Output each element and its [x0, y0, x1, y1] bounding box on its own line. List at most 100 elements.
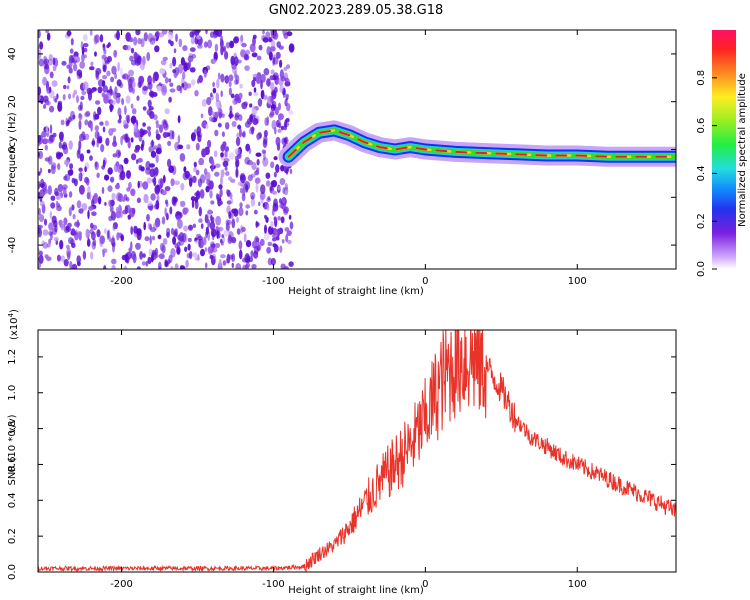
- noise-point: [177, 115, 181, 124]
- noise-point: [54, 187, 59, 197]
- noise-point: [42, 76, 48, 86]
- noise-point: [182, 45, 188, 52]
- noise-point: [183, 166, 187, 173]
- noise-point: [179, 153, 186, 162]
- noise-point: [198, 238, 201, 248]
- noise-point: [255, 220, 259, 228]
- noise-point: [142, 122, 146, 127]
- noise-point: [251, 264, 257, 269]
- noise-point: [218, 258, 222, 267]
- noise-point: [208, 106, 213, 116]
- noise-point: [220, 73, 225, 83]
- noise-point: [288, 214, 292, 220]
- noise-point: [214, 129, 219, 137]
- noise-point: [55, 195, 62, 201]
- x-tick-label: 100: [568, 579, 587, 590]
- noise-point: [271, 190, 278, 195]
- noise-point: [211, 247, 218, 253]
- noise-point: [94, 51, 97, 57]
- noise-point: [184, 170, 190, 179]
- noise-point: [188, 60, 192, 67]
- noise-point: [141, 261, 146, 266]
- noise-point: [170, 266, 174, 269]
- noise-point: [168, 165, 175, 173]
- noise-point: [63, 259, 69, 267]
- noise-point: [99, 238, 104, 248]
- noise-point: [142, 86, 148, 91]
- noise-point: [174, 180, 180, 185]
- y-tick-label: 0: [7, 146, 18, 152]
- noise-point: [141, 139, 145, 148]
- spectrogram-content: [38, 30, 676, 269]
- noise-point: [87, 210, 90, 219]
- noise-point: [69, 163, 74, 170]
- noise-point: [256, 158, 260, 166]
- noise-point: [97, 86, 103, 94]
- noise-point: [50, 195, 56, 201]
- noise-point: [122, 120, 128, 125]
- noise-point: [235, 74, 240, 85]
- noise-point: [49, 134, 54, 140]
- noise-point: [212, 81, 216, 88]
- noise-point: [271, 237, 277, 242]
- noise-point: [38, 262, 42, 269]
- noise-point: [258, 201, 261, 207]
- noise-point: [101, 248, 108, 254]
- noise-point: [265, 216, 269, 223]
- noise-point: [270, 45, 276, 52]
- noise-point: [194, 192, 200, 197]
- noise-point: [147, 99, 152, 108]
- noise-point: [178, 38, 183, 48]
- noise-point: [287, 239, 292, 245]
- noise-point: [273, 216, 277, 222]
- noise-point: [102, 64, 107, 73]
- noise-point: [57, 100, 63, 107]
- noise-point: [149, 111, 155, 119]
- noise-point: [174, 141, 180, 151]
- y-tick-label: 0.2: [7, 528, 18, 544]
- y-tick-label: 1.2: [7, 349, 18, 365]
- noise-point: [283, 125, 288, 131]
- noise-point: [76, 149, 81, 159]
- noise-point: [59, 239, 64, 250]
- noise-point: [278, 113, 284, 120]
- noise-point: [243, 233, 247, 243]
- noise-point: [153, 253, 159, 258]
- noise-point: [249, 103, 253, 108]
- noise-point: [215, 101, 221, 108]
- noise-point: [231, 262, 234, 268]
- noise-point: [55, 200, 59, 208]
- noise-point: [210, 200, 215, 205]
- noise-point: [72, 93, 75, 99]
- noise-point: [44, 254, 49, 259]
- noise-point: [266, 204, 270, 211]
- noise-point: [236, 216, 239, 223]
- noise-point: [125, 45, 131, 51]
- noise-point: [155, 124, 161, 129]
- noise-point: [234, 93, 240, 102]
- noise-point: [167, 259, 171, 265]
- noise-point: [225, 171, 230, 176]
- noise-point: [215, 92, 219, 102]
- noise-point: [192, 31, 195, 38]
- noise-point: [121, 98, 125, 106]
- noise-point: [161, 123, 166, 129]
- noise-point: [90, 123, 93, 132]
- noise-point: [81, 90, 87, 96]
- noise-point: [270, 81, 275, 91]
- noise-point: [77, 104, 83, 111]
- noise-point: [238, 207, 244, 217]
- noise-point: [290, 44, 294, 50]
- noise-point: [52, 65, 57, 72]
- noise-point: [251, 109, 258, 116]
- noise-point: [258, 44, 263, 51]
- noise-point: [117, 193, 124, 203]
- noise-point: [107, 167, 113, 175]
- noise-point: [253, 77, 257, 82]
- noise-point: [108, 236, 112, 243]
- noise-point: [45, 124, 49, 134]
- y-tick-label: -40: [7, 237, 18, 253]
- noise-point: [40, 178, 45, 189]
- noise-point: [137, 158, 143, 163]
- noise-point: [79, 61, 86, 69]
